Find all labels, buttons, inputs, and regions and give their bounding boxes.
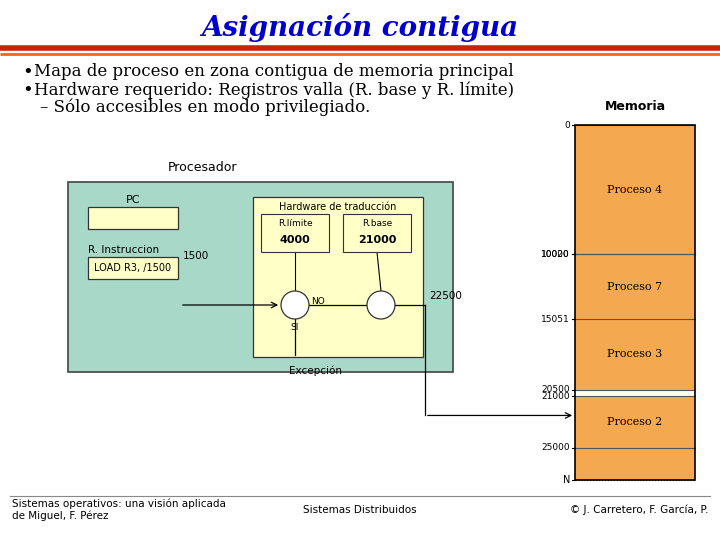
- Text: 21000: 21000: [358, 235, 396, 245]
- Text: Sistemas Distribuidos: Sistemas Distribuidos: [303, 505, 417, 515]
- Bar: [68, 182, 453, 372]
- Text: Sistemas operativos: una visión aplicada
de Miguel, F. Pérez: Sistemas operativos: una visión aplicada…: [12, 498, 226, 521]
- Text: Procesador: Procesador: [168, 161, 238, 174]
- Text: Memoria: Memoria: [604, 100, 665, 113]
- Text: R.límite: R.límite: [278, 219, 312, 228]
- Bar: [88, 257, 178, 279]
- Bar: [575, 390, 695, 396]
- Text: – Sólo accesibles en modo privilegiado.: – Sólo accesibles en modo privilegiado.: [40, 98, 370, 116]
- Text: Excepción: Excepción: [289, 365, 341, 375]
- Bar: [253, 197, 423, 357]
- Text: R.base: R.base: [362, 219, 392, 228]
- Text: 21000: 21000: [541, 392, 570, 401]
- Text: 10000: 10000: [541, 249, 570, 259]
- Text: Proceso 3: Proceso 3: [608, 349, 662, 360]
- Bar: [575, 448, 695, 480]
- Bar: [575, 396, 695, 448]
- Text: 4000: 4000: [279, 235, 310, 245]
- Text: Hardware de traducción: Hardware de traducción: [279, 202, 397, 212]
- Text: R. Instruccion: R. Instruccion: [88, 245, 159, 255]
- Text: >: >: [289, 298, 301, 312]
- Text: 1500: 1500: [183, 251, 210, 261]
- Text: 25000: 25000: [541, 443, 570, 452]
- Text: •: •: [22, 63, 32, 81]
- Text: Proceso 4: Proceso 4: [608, 185, 662, 194]
- Text: 0: 0: [564, 120, 570, 130]
- Bar: [575, 319, 695, 390]
- Text: LOAD R3, /1500: LOAD R3, /1500: [94, 263, 171, 273]
- Text: PC: PC: [126, 195, 140, 205]
- Text: Asignación contigua: Asignación contigua: [202, 14, 518, 43]
- Bar: [88, 207, 178, 229]
- Text: 22500: 22500: [429, 291, 462, 301]
- Text: 15051: 15051: [541, 315, 570, 324]
- Text: NO: NO: [311, 298, 325, 307]
- Bar: [261, 214, 329, 252]
- Circle shape: [367, 291, 395, 319]
- Bar: [575, 125, 695, 254]
- Text: SI: SI: [291, 323, 300, 332]
- Text: Mapa de proceso en zona contigua de memoria principal: Mapa de proceso en zona contigua de memo…: [34, 64, 513, 80]
- Text: Proceso 7: Proceso 7: [608, 282, 662, 292]
- Text: +: +: [374, 296, 388, 314]
- Text: Hardware requerido: Registros valla (R. base y R. límite): Hardware requerido: Registros valla (R. …: [34, 81, 514, 99]
- Text: 10020: 10020: [541, 250, 570, 259]
- Bar: [575, 125, 695, 480]
- Text: Proceso 2: Proceso 2: [608, 417, 662, 427]
- Text: •: •: [22, 81, 32, 99]
- Bar: [575, 254, 695, 319]
- Text: © J. Carretero, F. García, P.: © J. Carretero, F. García, P.: [570, 505, 708, 515]
- Text: 20500: 20500: [541, 385, 570, 394]
- Bar: [343, 214, 411, 252]
- Circle shape: [281, 291, 309, 319]
- Text: N: N: [562, 475, 570, 485]
